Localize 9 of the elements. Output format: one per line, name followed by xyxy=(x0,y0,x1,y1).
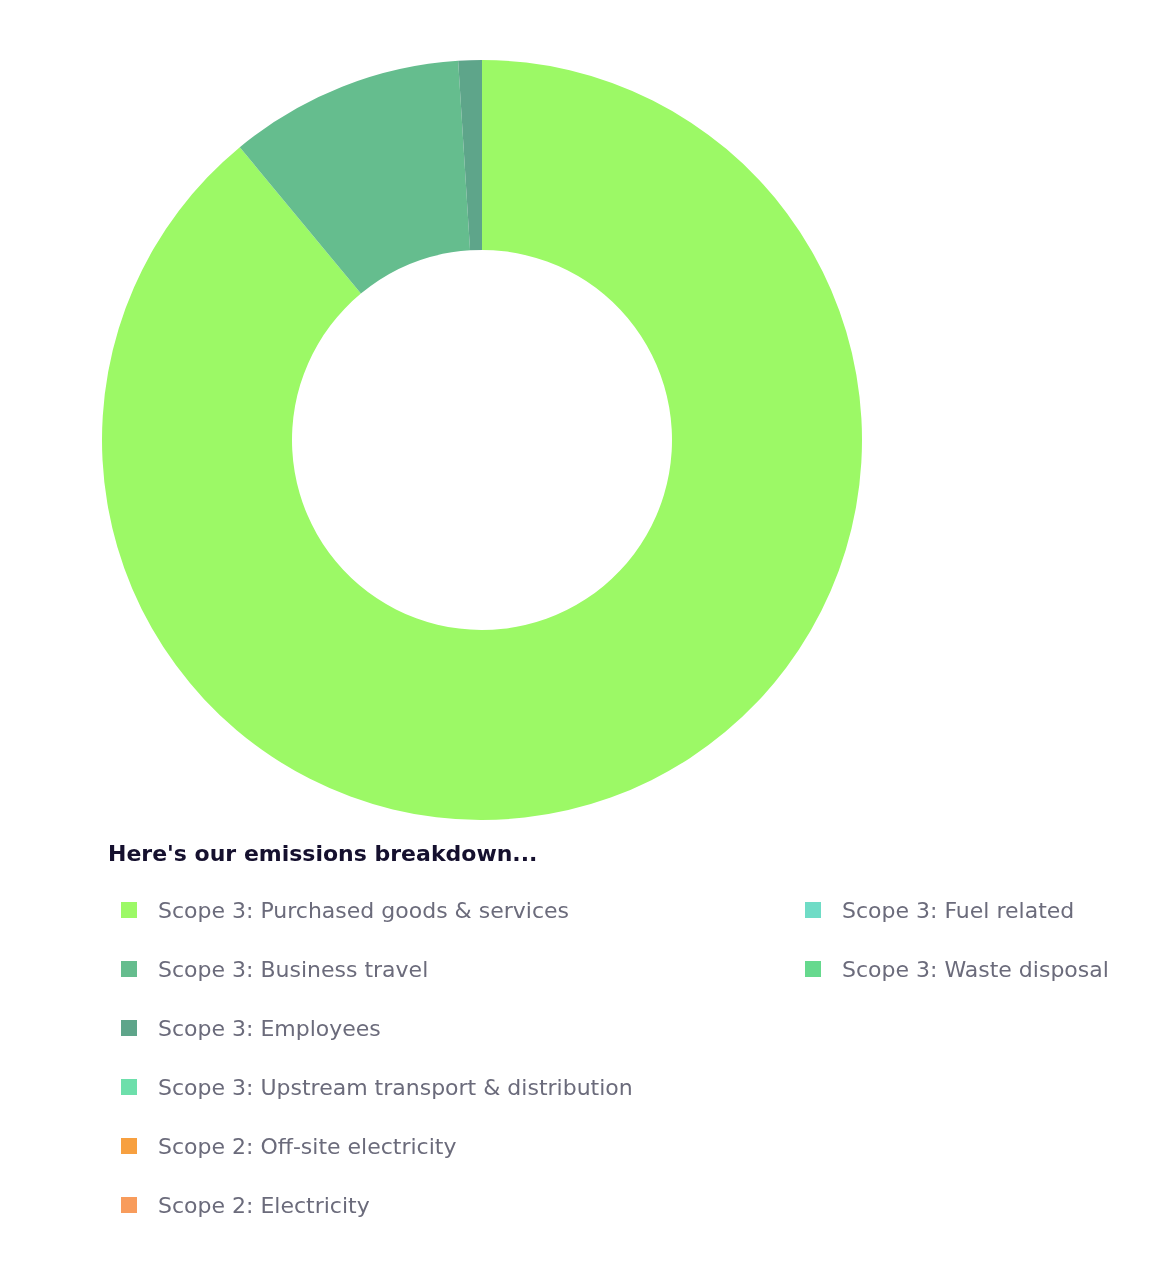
legend-title: Here's our emissions breakdown... xyxy=(108,840,538,866)
legend-label: Scope 2: Off-site electricity xyxy=(158,1133,457,1159)
legend-label: Scope 3: Waste disposal xyxy=(842,956,1109,982)
legend-label: Scope 3: Purchased goods & services xyxy=(158,897,569,923)
legend-label: Scope 2: Electricity xyxy=(158,1192,370,1218)
legend-label: Scope 3: Employees xyxy=(158,1015,381,1041)
legend-label: Scope 3: Business travel xyxy=(158,956,429,982)
legend-label: Scope 3: Upstream transport & distribution xyxy=(158,1074,633,1100)
legend-label: Scope 3: Fuel related xyxy=(842,897,1075,923)
